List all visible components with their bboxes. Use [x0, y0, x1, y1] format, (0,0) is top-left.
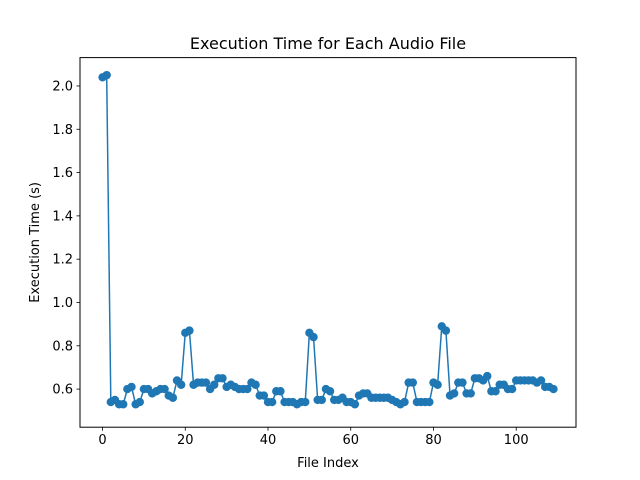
- x-tick-label: 100: [504, 433, 529, 448]
- y-tick-label: 1.8: [52, 123, 73, 138]
- plot-content: [98, 70, 558, 409]
- data-point: [243, 384, 252, 394]
- data-point: [507, 384, 517, 394]
- data-point: [458, 378, 467, 387]
- data-point: [449, 389, 459, 398]
- data-point: [160, 384, 169, 394]
- data-point: [549, 384, 558, 394]
- data-point: [491, 387, 500, 396]
- data-point: [119, 400, 128, 409]
- data-point: [536, 376, 546, 385]
- y-axis-label: Execution Time (s): [28, 182, 43, 303]
- data-point: [317, 395, 326, 405]
- data-point: [441, 326, 451, 335]
- y-tick-label: 0.8: [52, 339, 73, 354]
- x-tick-label: 20: [177, 433, 194, 448]
- x-axis-label: File Index: [297, 456, 359, 471]
- data-point: [201, 378, 211, 387]
- data-point: [259, 391, 269, 400]
- data-point: [350, 400, 360, 409]
- data-point: [168, 393, 178, 402]
- x-tick-label: 60: [342, 433, 359, 448]
- x-tick-label: 80: [425, 433, 442, 448]
- data-point: [301, 397, 310, 407]
- data-point: [176, 380, 186, 389]
- x-tick-label: 0: [98, 433, 106, 448]
- data-point: [251, 380, 260, 389]
- y-tick-label: 1.0: [52, 296, 73, 311]
- data-point: [400, 397, 409, 407]
- data-point: [135, 397, 144, 407]
- data-point: [102, 70, 111, 80]
- data-point: [425, 397, 434, 407]
- data-point: [483, 371, 492, 381]
- data-point: [276, 387, 285, 396]
- data-point: [267, 397, 277, 407]
- data-point: [210, 380, 219, 389]
- x-axis-ticks: 0 20 40 60 80 100: [98, 427, 529, 448]
- data-point: [309, 332, 318, 342]
- x-tick-label: 40: [260, 433, 277, 448]
- plot-frame: [79, 57, 577, 428]
- y-tick-label: 1.6: [52, 166, 73, 181]
- data-point: [408, 378, 418, 387]
- y-tick-label: 0.6: [52, 383, 73, 398]
- data-point: [325, 387, 335, 396]
- data-point: [127, 382, 136, 392]
- y-tick-label: 1.4: [52, 209, 73, 224]
- data-point: [466, 389, 475, 398]
- y-axis-ticks: 0.6 0.8 1.0 1.2 1.4 1.6 1.8 2.0: [52, 79, 80, 398]
- data-point: [185, 326, 194, 335]
- y-tick-label: 1.2: [52, 253, 73, 268]
- data-point: [218, 374, 227, 383]
- data-point: [433, 380, 442, 389]
- chart-title: Execution Time for Each Audio File: [190, 34, 466, 53]
- y-tick-label: 2.0: [52, 79, 73, 94]
